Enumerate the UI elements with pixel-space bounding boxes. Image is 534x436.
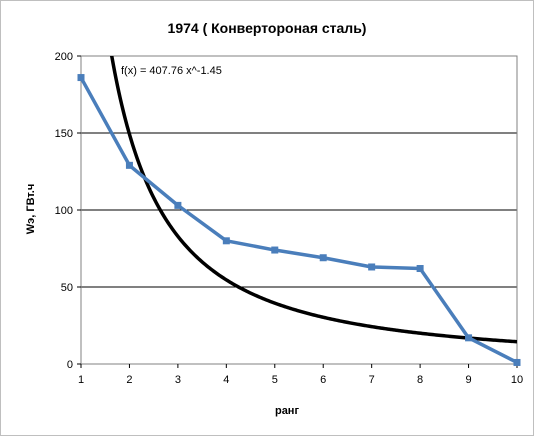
y-tick-label: 150	[55, 128, 73, 140]
data-point-marker	[416, 265, 424, 273]
data-point-marker	[222, 237, 230, 245]
fit-equation-label: f(x) = 407.76 x^-1.45	[121, 65, 222, 77]
y-tick-label: 0	[67, 359, 73, 371]
x-tick-label: 9	[465, 374, 471, 386]
series-group	[77, 74, 521, 366]
x-tick-label: 3	[175, 374, 181, 386]
x-tick-label: 4	[223, 374, 229, 386]
x-tick-label: 2	[126, 374, 132, 386]
chart-title: 1974 ( Конвертороная сталь)	[168, 20, 367, 36]
x-tick-label: 10	[511, 374, 523, 386]
x-tick-label: 5	[272, 374, 278, 386]
y-tick-label: 200	[55, 51, 73, 63]
fit-curve	[109, 56, 517, 344]
y-axis-label: Wэ, ГВт.ч	[25, 184, 37, 234]
data-point-marker	[174, 201, 182, 209]
x-tick-label: 6	[320, 374, 326, 386]
data-point-marker	[125, 161, 133, 169]
data-point-marker	[465, 334, 473, 342]
grid	[81, 55, 517, 365]
x-axis-ticks: 1 2 3 4 5 6 7 8 9 10	[78, 364, 523, 386]
series-line	[79, 76, 518, 365]
data-point-marker	[319, 254, 327, 262]
data-point-marker	[368, 263, 376, 271]
y-tick-label: 50	[61, 282, 73, 294]
data-point-marker	[271, 246, 279, 254]
y-tick-label: 100	[55, 205, 73, 217]
data-point-marker	[513, 358, 521, 366]
fit-curve-group	[109, 56, 517, 344]
y-axis-ticks: 0 50 100 150 200	[55, 51, 81, 371]
x-axis-label: ранг	[275, 405, 299, 417]
data-point-marker	[77, 74, 85, 82]
x-tick-label: 8	[417, 374, 423, 386]
x-tick-label: 7	[369, 374, 375, 386]
x-tick-label: 1	[78, 374, 84, 386]
